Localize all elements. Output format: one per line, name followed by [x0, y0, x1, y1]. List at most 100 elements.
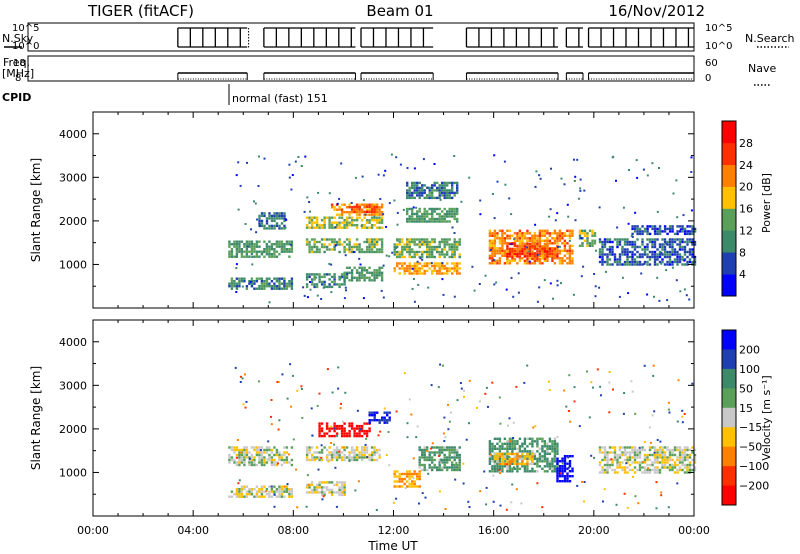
data-cell: [666, 227, 669, 231]
data-cell: [451, 189, 454, 192]
data-cell: [328, 434, 331, 438]
data-cell: [320, 275, 324, 279]
data-cell: [541, 232, 544, 235]
data-cell: [421, 456, 424, 459]
data-cell: [416, 184, 419, 187]
data-cell: [508, 437, 512, 440]
data-cell: [340, 216, 344, 219]
data-cell: [296, 506, 299, 509]
data-cell: [370, 224, 374, 227]
data-cell: [521, 460, 524, 463]
data-cell: [613, 238, 617, 241]
data-cell: [263, 280, 266, 283]
data-cell: [423, 272, 426, 275]
data-cell: [673, 248, 677, 251]
data-cell: [340, 493, 344, 497]
data-cell: [315, 245, 319, 249]
data-cell: [623, 263, 627, 266]
data-cell: [566, 462, 569, 465]
data-cell: [528, 254, 532, 257]
data-cell: [408, 267, 411, 270]
colorbar-swatch: [722, 208, 736, 231]
data-cell: [526, 239, 529, 242]
data-cell: [516, 465, 519, 468]
data-cell: [556, 450, 559, 453]
data-cell: [626, 250, 629, 254]
data-cell: [328, 192, 331, 195]
data-cell: [681, 458, 684, 462]
data-cell: [368, 411, 371, 414]
data-cell: [634, 412, 637, 415]
data-cell: [638, 263, 642, 266]
data-cell: [683, 463, 687, 467]
x-axis-label: Time UT: [367, 539, 418, 553]
data-cell: [228, 245, 231, 248]
data-cell: [553, 442, 557, 445]
data-cell: [280, 463, 284, 467]
data-cell: [501, 252, 504, 255]
data-cell: [423, 220, 426, 223]
data-cell: [416, 425, 419, 428]
data-cell: [268, 446, 271, 449]
data-cell: [646, 453, 649, 457]
data-cell: [498, 437, 502, 440]
data-cell: [451, 468, 454, 472]
data-cell: [666, 448, 669, 452]
data-cell: [375, 448, 379, 452]
data-cell: [543, 460, 547, 463]
data-cell: [363, 240, 366, 244]
data-cell: [656, 210, 659, 213]
data-cell: [526, 259, 529, 262]
data-cell: [418, 220, 421, 223]
data-cell: [315, 224, 319, 227]
data-cell: [355, 456, 359, 459]
data-cell: [654, 258, 657, 261]
data-cell: [498, 237, 502, 240]
beam-title: Beam 01: [366, 2, 433, 20]
data-cell: [546, 257, 549, 260]
data-cell: [263, 157, 266, 160]
data-cell: [368, 240, 371, 244]
data-cell: [416, 272, 419, 275]
data-cell: [448, 255, 451, 259]
data-cell: [340, 434, 344, 438]
data-cell: [547, 380, 550, 383]
data-cell: [511, 460, 514, 463]
data-cell: [443, 453, 446, 457]
data-cell: [431, 456, 434, 459]
data-cell: [379, 198, 382, 200]
data-cell: [259, 449, 262, 452]
data-cell: [683, 240, 687, 244]
data-cell: [328, 429, 331, 433]
data-cell: [456, 456, 459, 459]
data-cell: [323, 245, 326, 249]
date-title: 16/Nov/2012: [608, 2, 705, 20]
data-cell: [652, 374, 655, 377]
data-cell: [653, 227, 657, 231]
data-cell: [676, 216, 679, 219]
data-cell: [663, 243, 666, 246]
data-cell: [456, 181, 459, 185]
data-cell: [268, 285, 271, 288]
data-cell: [443, 207, 446, 211]
data-cell: [258, 456, 261, 459]
data-cell: [618, 263, 622, 266]
data-cell: [512, 466, 515, 469]
data-cell: [408, 250, 411, 254]
data-cell: [350, 248, 354, 251]
data-cell: [633, 258, 637, 261]
data-cell: [458, 463, 461, 467]
data-cell: [451, 191, 454, 195]
data-cell: [230, 490, 234, 493]
data-cell: [504, 183, 507, 186]
data-cell: [439, 363, 442, 366]
data-cell: [315, 486, 319, 489]
data-cell: [448, 212, 451, 216]
data-cell: [315, 250, 319, 254]
data-cell: [436, 264, 439, 268]
data-cell: [493, 457, 497, 461]
data-cell: [354, 489, 357, 492]
data-cell: [523, 237, 527, 240]
data-cell: [679, 290, 682, 293]
data-cell: [453, 264, 456, 268]
